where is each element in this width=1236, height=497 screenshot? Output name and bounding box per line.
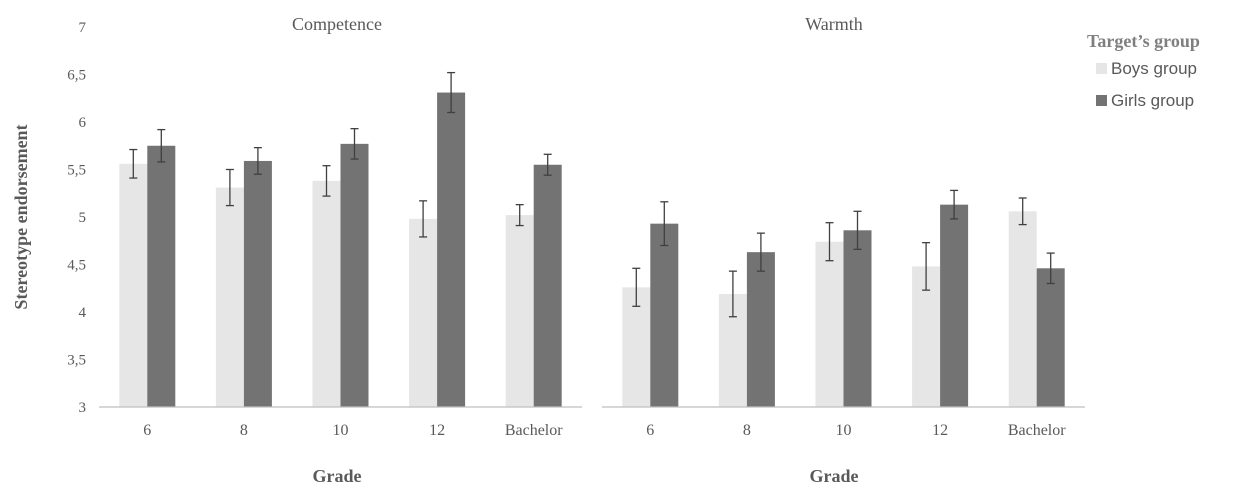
- y-tick-label: 4: [79, 305, 87, 321]
- x-tick-label: 12: [429, 422, 445, 439]
- y-tick-label: 5: [79, 210, 87, 226]
- bar-girls: [340, 143, 369, 407]
- x-axis-label: Grade: [810, 466, 859, 486]
- bar-girls: [243, 160, 272, 407]
- bar-boys: [312, 180, 341, 407]
- bar-girls: [650, 223, 679, 407]
- y-tick-label: 4,5: [67, 258, 86, 274]
- legend-swatch-boys: [1096, 63, 1107, 74]
- bar-girls: [437, 92, 466, 408]
- panel-title: Warmth: [805, 14, 863, 34]
- panel-title: Competence: [292, 14, 382, 34]
- y-tick-label: 5,5: [67, 163, 86, 179]
- bar-boys: [1008, 211, 1037, 407]
- legend-title: Target’s group: [1087, 31, 1200, 51]
- y-tick-label: 6: [79, 115, 87, 131]
- x-tick-label: 8: [240, 422, 248, 439]
- y-tick-label: 7: [79, 20, 87, 36]
- bar-boys: [215, 187, 244, 407]
- bar-girls: [746, 252, 775, 407]
- legend-label-boys: Boys group: [1111, 59, 1197, 78]
- bar-girls: [843, 230, 872, 407]
- bar-boys: [505, 215, 534, 407]
- x-tick-label: 10: [836, 422, 852, 439]
- bar-boys: [815, 241, 844, 407]
- bar-boys: [622, 287, 651, 407]
- y-axis-label: Stereotype endorsement: [11, 124, 31, 309]
- bar-boys: [119, 163, 148, 407]
- bar-girls: [940, 204, 969, 407]
- x-tick-label: Bachelor: [1008, 422, 1066, 439]
- legend-swatch-girls: [1096, 95, 1107, 106]
- x-tick-label: 6: [646, 422, 654, 439]
- x-tick-label: 6: [143, 422, 151, 439]
- x-tick-label: 10: [333, 422, 349, 439]
- x-axis-label: Grade: [313, 466, 362, 486]
- x-tick-label: Bachelor: [505, 422, 563, 439]
- y-tick-label: 3,5: [67, 353, 86, 369]
- bar-girls: [1036, 268, 1065, 407]
- bar-girls: [147, 145, 176, 407]
- x-tick-label: 8: [743, 422, 751, 439]
- bar-boys: [409, 218, 438, 407]
- y-tick-label: 6,5: [67, 68, 86, 84]
- legend-label-girls: Girls group: [1111, 91, 1194, 110]
- x-tick-label: 12: [932, 422, 948, 439]
- y-tick-label: 3: [79, 400, 87, 416]
- bar-girls: [533, 164, 562, 407]
